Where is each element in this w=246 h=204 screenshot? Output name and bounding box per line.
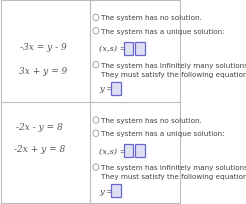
Circle shape xyxy=(93,130,99,137)
Circle shape xyxy=(93,117,99,124)
Circle shape xyxy=(93,62,99,69)
Text: -3x = y - 9: -3x = y - 9 xyxy=(20,42,67,51)
Text: They must satisfy the following equation:: They must satisfy the following equation… xyxy=(101,173,246,180)
FancyBboxPatch shape xyxy=(124,42,133,55)
FancyBboxPatch shape xyxy=(91,103,178,203)
FancyBboxPatch shape xyxy=(135,42,145,55)
FancyBboxPatch shape xyxy=(91,1,178,101)
Text: -2x - y = 8: -2x - y = 8 xyxy=(16,122,63,131)
Text: They must satisfy the following equation:: They must satisfy the following equation… xyxy=(101,71,246,78)
Text: -2x + y = 8: -2x + y = 8 xyxy=(14,144,65,153)
Circle shape xyxy=(93,15,99,22)
Text: 3x + y = 9: 3x + y = 9 xyxy=(19,67,68,76)
Text: The system has infinitely many solutions.: The system has infinitely many solutions… xyxy=(101,62,246,68)
FancyBboxPatch shape xyxy=(135,144,145,157)
FancyBboxPatch shape xyxy=(1,103,89,203)
Text: The system has a unique solution:: The system has a unique solution: xyxy=(101,29,224,35)
Circle shape xyxy=(93,28,99,35)
FancyBboxPatch shape xyxy=(124,144,133,157)
FancyBboxPatch shape xyxy=(1,1,89,101)
Text: The system has infinitely many solutions.: The system has infinitely many solutions… xyxy=(101,164,246,170)
Text: The system has no solution.: The system has no solution. xyxy=(101,117,201,123)
Circle shape xyxy=(93,164,99,171)
Text: (x,s) =: (x,s) = xyxy=(99,45,127,53)
Text: The system has no solution.: The system has no solution. xyxy=(101,15,201,21)
Text: (x,s) =: (x,s) = xyxy=(99,147,127,155)
FancyBboxPatch shape xyxy=(111,184,121,197)
Text: The system has a unique solution:: The system has a unique solution: xyxy=(101,131,224,137)
Text: y =: y = xyxy=(99,85,114,93)
FancyBboxPatch shape xyxy=(111,82,121,95)
Text: y =: y = xyxy=(99,187,114,195)
